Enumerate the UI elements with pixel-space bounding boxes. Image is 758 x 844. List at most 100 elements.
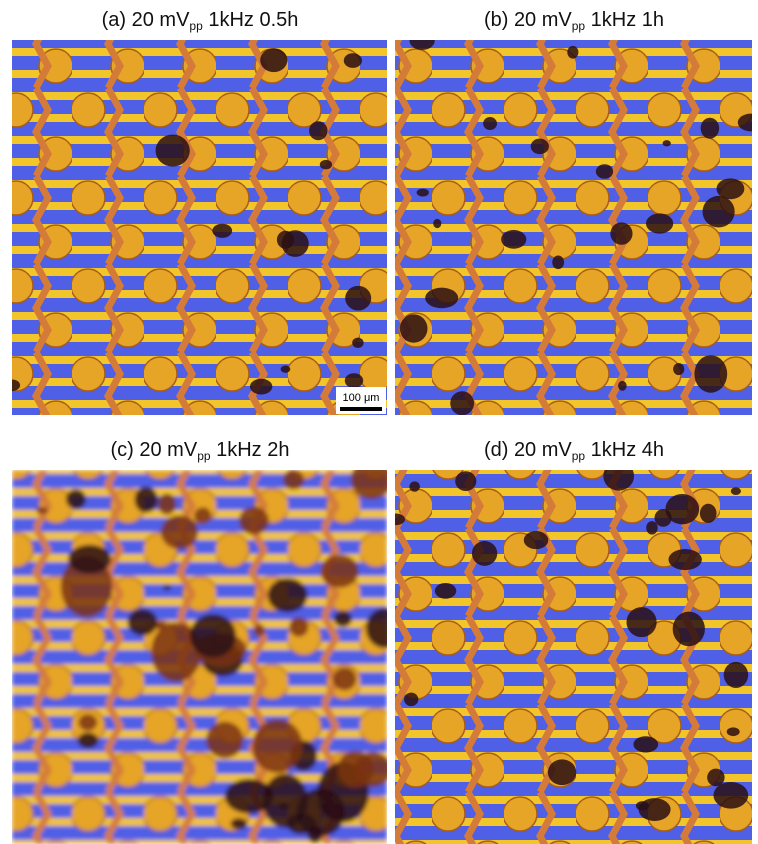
debris [253,719,303,773]
title-subscript: pp [189,19,203,33]
debris [433,219,441,228]
debris [78,714,97,730]
debris [158,494,176,515]
figure: (a) 20 mVpp 1kHz 0.5h (b) 20 mVpp 1kHz 1… [0,0,758,844]
debris [410,31,435,50]
debris [206,722,243,759]
debris [450,391,474,415]
debris [703,196,735,228]
panel-title: (c) 20 mVpp 1kHz 2h [111,439,290,463]
debris [425,288,458,309]
title-suffix: 1kHz 1h [585,9,664,31]
debris [309,121,327,140]
debris [701,118,719,139]
debris [548,759,576,785]
scale-bar-label: 100 μm [343,392,380,404]
debris [135,487,158,513]
scale-bar [340,407,382,411]
debris [263,774,308,828]
debris [212,224,232,238]
debris [626,607,656,637]
debris [694,355,727,393]
debris [501,230,526,249]
debris [194,507,211,524]
debris [66,489,86,509]
debris [713,782,748,809]
debris [268,578,308,612]
micrograph-content [4,40,387,415]
debris [351,459,393,499]
debris [663,140,671,146]
debris [618,381,627,391]
micrograph [386,461,752,844]
debris [156,135,190,167]
debris [665,494,699,524]
micrograph-content [386,461,752,844]
debris [707,769,724,787]
debris [633,736,658,752]
debris [334,611,352,626]
debris [282,230,309,257]
micrograph [4,40,387,415]
debris [404,693,418,707]
debris [409,481,420,491]
electrode-pattern [12,40,387,415]
debris [308,826,323,843]
title-subscript: pp [572,449,586,463]
title-prefix: (a) 20 mV [102,9,190,31]
debris [400,314,428,342]
debris [646,521,658,534]
debris [352,338,363,348]
debris [717,178,745,199]
debris [128,609,158,636]
debris [646,213,673,233]
electrode-pattern [395,40,752,415]
debris [639,798,671,821]
debris [68,545,111,574]
debris [283,470,304,490]
debris [337,751,373,788]
title-suffix: 1kHz 2h [211,439,290,461]
title-subscript: pp [197,449,211,463]
debris [250,379,272,395]
debris [552,256,564,270]
debris [260,48,287,72]
debris [700,504,717,523]
micrograph [12,459,404,844]
debris [673,612,705,647]
micrograph-content [12,459,404,844]
debris [345,373,363,388]
debris [524,531,548,549]
debris [344,53,362,68]
debris [281,366,291,373]
debris [36,507,48,514]
panel-title: (d) 20 mVpp 1kHz 4h [484,439,664,463]
debris [417,189,429,197]
debris [483,117,497,130]
debris [163,585,171,590]
debris [386,513,405,525]
debris [4,379,20,391]
debris [231,818,247,829]
title-subscript: pp [572,19,586,33]
debris [727,727,740,736]
debris [724,662,748,688]
debris [190,614,236,657]
title-prefix: (c) 20 mV [111,439,198,461]
title-prefix: (d) 20 mV [484,439,572,461]
debris [320,160,332,170]
debris [472,541,497,566]
electrode-pattern [395,470,752,844]
debris [531,139,549,155]
debris [610,222,632,244]
debris [455,471,476,491]
title-prefix: (b) 20 mV [484,9,572,31]
debris [161,515,198,549]
debris [596,164,613,178]
debris [669,549,702,570]
debris [673,363,684,375]
debris [289,617,308,637]
debris [254,624,265,636]
debris [333,668,356,691]
panel-title: (b) 20 mVpp 1kHz 1h [484,9,664,33]
